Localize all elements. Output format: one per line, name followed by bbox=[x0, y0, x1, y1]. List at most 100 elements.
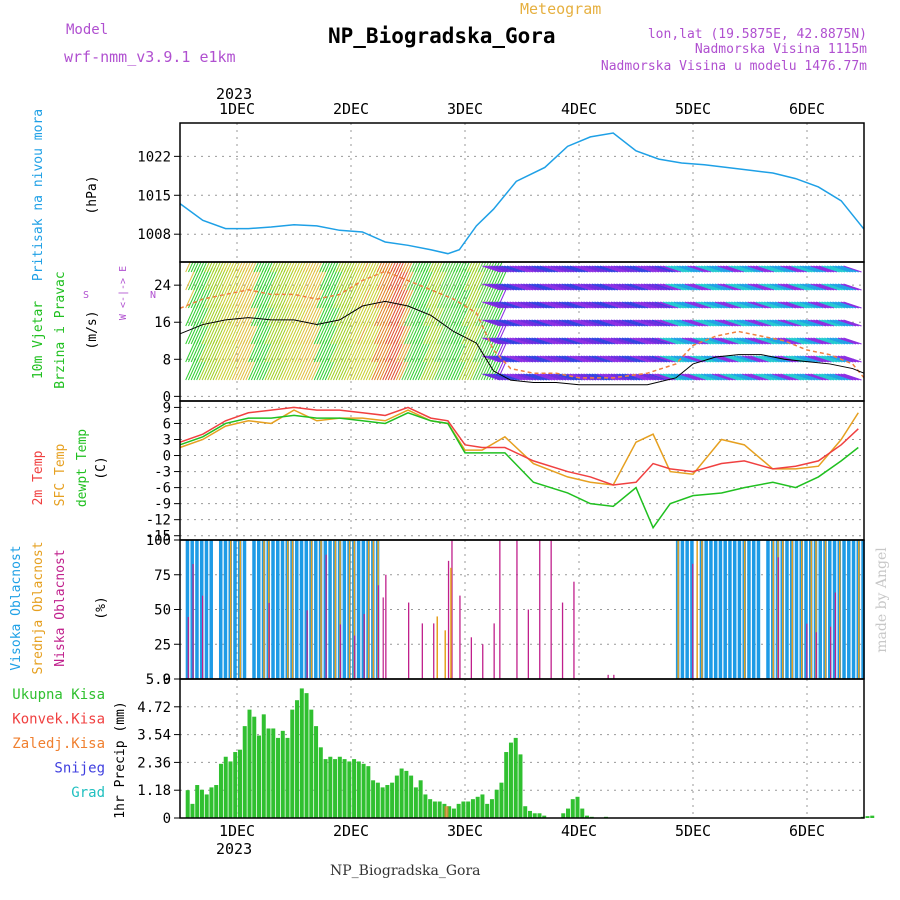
wind-barb bbox=[580, 301, 599, 309]
pressure-unit: (hPa) bbox=[85, 175, 100, 214]
precip-bar bbox=[485, 803, 490, 818]
cloud-high-bar bbox=[818, 540, 823, 679]
wind-barb bbox=[629, 337, 649, 345]
cloud-mid-bar bbox=[677, 540, 679, 679]
wind-barb bbox=[515, 283, 534, 291]
wind-barb bbox=[610, 265, 630, 273]
wind-barb bbox=[692, 355, 712, 363]
wind-barb bbox=[687, 283, 706, 291]
wind-barb bbox=[229, 262, 235, 273]
wind-barb bbox=[550, 283, 569, 291]
cloud-low-bar bbox=[550, 540, 552, 679]
wind-barb bbox=[739, 319, 758, 327]
cloud-high-bar bbox=[342, 540, 347, 679]
wind-barb bbox=[643, 265, 662, 273]
pressure-tick-label: 1008 bbox=[137, 227, 171, 243]
wind-barb bbox=[431, 262, 438, 273]
wind-barb bbox=[354, 262, 361, 273]
wind-barb bbox=[772, 283, 791, 291]
wind-barb bbox=[569, 265, 589, 273]
wind-barb bbox=[794, 283, 813, 291]
wind-barb bbox=[744, 301, 764, 309]
cloud-mid-bar bbox=[353, 540, 356, 679]
wind-barb bbox=[755, 337, 775, 345]
wind-barb bbox=[608, 337, 627, 345]
wind-barb bbox=[709, 319, 728, 327]
wind-barb bbox=[539, 301, 558, 309]
wind-barb bbox=[412, 262, 418, 273]
wind-barb bbox=[690, 355, 709, 363]
wind-barb bbox=[605, 265, 624, 273]
wind-barb bbox=[747, 337, 766, 345]
cloud-mid-bar bbox=[239, 540, 241, 679]
wind-barb bbox=[618, 319, 638, 327]
wind-barb bbox=[605, 319, 624, 327]
wind-barb bbox=[747, 355, 766, 363]
wind-barb bbox=[733, 337, 753, 345]
precip-bar bbox=[337, 756, 342, 818]
wind-barb bbox=[450, 262, 457, 273]
wind-barb bbox=[553, 319, 572, 327]
wind-barb bbox=[733, 265, 753, 273]
wind-barb bbox=[569, 319, 589, 327]
wind-barb bbox=[506, 319, 526, 327]
wind-barb bbox=[805, 265, 824, 273]
wind-barb bbox=[608, 319, 627, 327]
wind-barb bbox=[660, 301, 679, 309]
wind-barb bbox=[777, 355, 796, 363]
wind-barb bbox=[695, 283, 714, 291]
wind-barb bbox=[791, 283, 810, 291]
wind-barb bbox=[512, 319, 531, 327]
precip-bar bbox=[285, 737, 290, 818]
wind-barb bbox=[785, 283, 805, 291]
wind-barb bbox=[777, 301, 796, 309]
wind-barb bbox=[720, 373, 739, 381]
wind-barb bbox=[695, 355, 714, 363]
wind-barb bbox=[654, 265, 673, 273]
cloud-mid-bar bbox=[287, 540, 289, 679]
wind-barb bbox=[525, 265, 545, 273]
wind-barb bbox=[515, 301, 534, 309]
wind-barb bbox=[504, 355, 523, 363]
precip-bar bbox=[394, 775, 399, 818]
wind-barb bbox=[755, 319, 775, 327]
wind-barb bbox=[673, 355, 693, 363]
wind-barb bbox=[736, 337, 755, 345]
cloud-high-bar bbox=[723, 540, 727, 679]
cloud-low-bar bbox=[408, 602, 410, 679]
wind-barb bbox=[409, 262, 416, 273]
top-day-label: 3DEC bbox=[447, 100, 483, 118]
wind-barb bbox=[638, 301, 657, 309]
wind-barb bbox=[564, 355, 583, 363]
cloud-high-bar bbox=[737, 540, 742, 679]
wind-barb bbox=[357, 262, 364, 273]
wind-barb bbox=[755, 283, 775, 291]
wind-barb bbox=[750, 337, 769, 345]
wind-barb bbox=[398, 262, 405, 273]
cloud-low-bar bbox=[561, 602, 564, 679]
wind-barb bbox=[621, 355, 641, 363]
wind-barb bbox=[673, 265, 693, 273]
wind-barb bbox=[270, 262, 276, 273]
precip-bar bbox=[461, 801, 466, 818]
wind-barb bbox=[341, 262, 347, 273]
wind-barb bbox=[709, 337, 728, 345]
wind-barb bbox=[769, 301, 788, 309]
wind-barb bbox=[517, 337, 537, 345]
cloud-high-bar bbox=[190, 540, 194, 679]
wind-barb bbox=[714, 265, 734, 273]
wind-barb bbox=[722, 265, 742, 273]
wind-barb bbox=[824, 301, 843, 309]
wind-barb bbox=[561, 319, 580, 327]
wind-barb bbox=[692, 283, 712, 291]
wind-barb bbox=[774, 301, 794, 309]
cloud-unit: (%) bbox=[94, 596, 109, 619]
precip-bar bbox=[309, 709, 314, 818]
wind-barb bbox=[709, 373, 728, 381]
wind-barb bbox=[602, 283, 621, 291]
wind-barb bbox=[750, 355, 769, 363]
wind-barb bbox=[679, 337, 698, 345]
wind-barb bbox=[495, 319, 515, 327]
wind-barb bbox=[646, 355, 665, 363]
wind-tick-label: 8 bbox=[163, 352, 171, 368]
